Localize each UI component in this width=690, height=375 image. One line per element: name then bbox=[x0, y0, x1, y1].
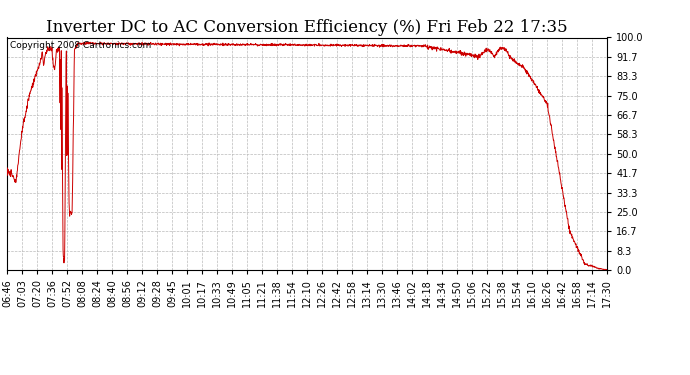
Text: Copyright 2008 Cartronics.com: Copyright 2008 Cartronics.com bbox=[10, 41, 151, 50]
Title: Inverter DC to AC Conversion Efficiency (%) Fri Feb 22 17:35: Inverter DC to AC Conversion Efficiency … bbox=[46, 19, 568, 36]
